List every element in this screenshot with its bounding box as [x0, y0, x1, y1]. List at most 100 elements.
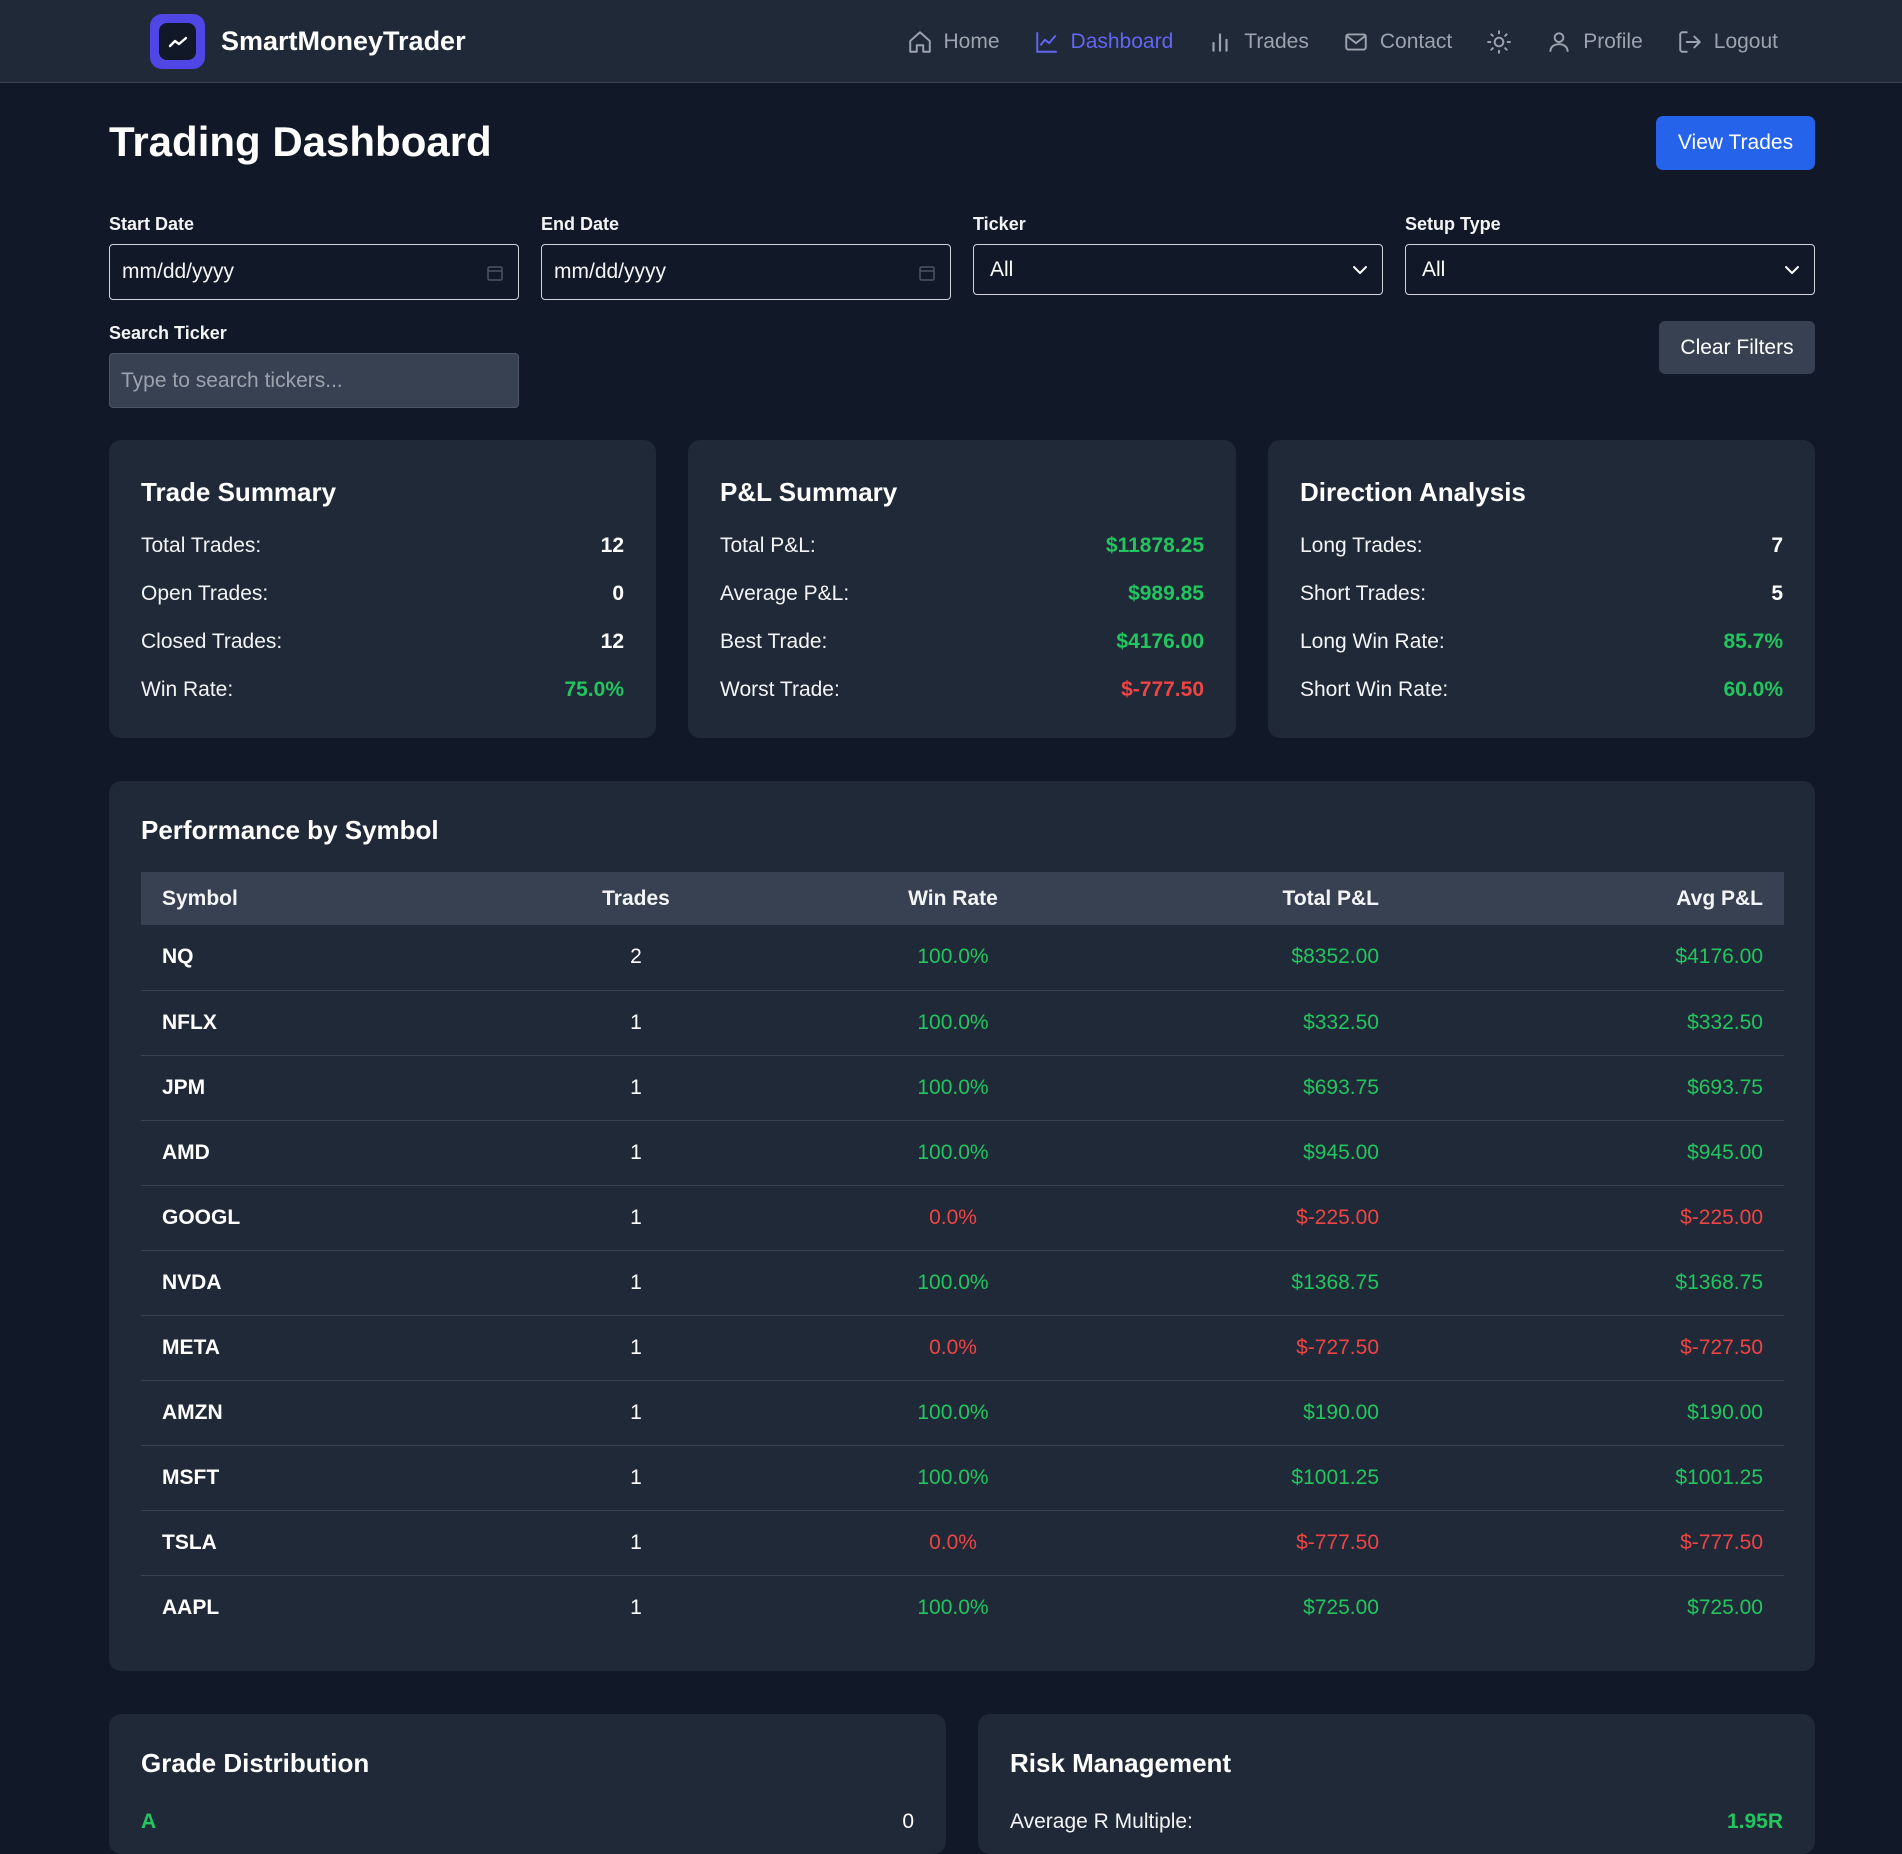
nav-trades-label: Trades	[1244, 29, 1309, 53]
cell-avg-pnl: $190.00	[1379, 1380, 1784, 1446]
nav-logout[interactable]: Logout	[1677, 29, 1778, 55]
nav-dashboard-label: Dashboard	[1070, 29, 1174, 53]
setup-type-select[interactable]: All	[1405, 244, 1815, 295]
stat-value: 5	[1771, 582, 1783, 605]
calendar-icon[interactable]	[486, 264, 504, 282]
stat-label: Average P&L:	[720, 582, 850, 605]
nav-logout-label: Logout	[1713, 29, 1778, 53]
table-row: AMZN 1 100.0% $190.00 $190.00	[141, 1380, 1784, 1446]
cell-symbol: GOOGL	[141, 1185, 571, 1251]
column-header-total-pnl: Total P&L	[1205, 872, 1379, 925]
direction-analysis-card: Direction Analysis Long Trades: 7 Short …	[1268, 440, 1815, 738]
stat-label: Total P&L:	[720, 534, 816, 557]
ticker-label: Ticker	[973, 214, 1026, 234]
cell-symbol: TSLA	[141, 1510, 571, 1576]
view-trades-button[interactable]: View Trades	[1656, 116, 1815, 170]
cell-trades: 1	[571, 1055, 701, 1121]
stat-worst-trade: Worst Trade: $-777.50	[720, 678, 1204, 702]
table-row: META 1 0.0% $-727.50 $-727.50	[141, 1315, 1784, 1381]
stat-label: Win Rate:	[141, 678, 234, 701]
card-title: Trade Summary	[141, 477, 337, 507]
column-header-trades: Trades	[571, 872, 701, 925]
cell-symbol: NFLX	[141, 990, 571, 1056]
column-header-avg-pnl: Avg P&L	[1379, 872, 1784, 925]
stat-open-trades: Open Trades: 0	[141, 582, 624, 606]
table-row: MSFT 1 100.0% $1001.25 $1001.25	[141, 1445, 1784, 1511]
table-row: AAPL 1 100.0% $725.00 $725.00	[141, 1575, 1784, 1640]
brand-logo	[150, 14, 205, 69]
cell-win-rate: 0.0%	[701, 1315, 1205, 1381]
search-ticker-label: Search Ticker	[109, 323, 227, 343]
cell-symbol: NVDA	[141, 1250, 571, 1316]
table-row: AMD 1 100.0% $945.00 $945.00	[141, 1120, 1784, 1186]
stat-short-trades: Short Trades: 5	[1300, 582, 1783, 606]
start-date-value: mm/dd/yyyy	[122, 260, 235, 283]
brand[interactable]: SmartMoneyTrader	[150, 14, 466, 69]
end-date-input[interactable]: mm/dd/yyyy	[541, 244, 951, 300]
cell-trades: 1	[571, 1510, 701, 1576]
theme-toggle[interactable]	[1486, 29, 1512, 55]
calendar-icon[interactable]	[918, 264, 936, 282]
cell-avg-pnl: $725.00	[1687, 1595, 1763, 1619]
cell-trades: 1	[630, 1595, 642, 1619]
setup-type-select-value: All	[1422, 257, 1446, 281]
stat-label: A	[141, 1810, 157, 1833]
nav-dashboard[interactable]: Dashboard	[1034, 29, 1174, 55]
table-row: NFLX 1 100.0% $332.50 $332.50	[141, 990, 1784, 1056]
nav-home[interactable]: Home	[907, 29, 1000, 55]
search-ticker-input[interactable]: Type to search tickers...	[109, 353, 519, 408]
cell-symbol: AMZN	[141, 1380, 571, 1446]
cell-trades: 2	[571, 925, 701, 991]
clear-filters-button[interactable]: Clear Filters	[1659, 321, 1815, 374]
table-row: JPM 1 100.0% $693.75 $693.75	[141, 1055, 1784, 1121]
cell-total-pnl: $190.00	[1205, 1380, 1379, 1446]
stat-value: $989.85	[1128, 582, 1204, 605]
stat-value: $-777.50	[1121, 678, 1204, 701]
stat-label: Closed Trades:	[141, 630, 283, 653]
start-date-label: Start Date	[109, 214, 195, 234]
stat-label: Best Trade:	[720, 630, 828, 653]
nav-profile-label: Profile	[1583, 29, 1643, 53]
table-row: NQ 2 100.0% $8352.00 $4176.00	[141, 925, 1784, 991]
ticker-select[interactable]: All	[973, 244, 1383, 295]
cell-avg-pnl: $332.50	[1379, 990, 1784, 1056]
page-title: Trading Dashboard	[109, 118, 492, 165]
cell-total-pnl: $332.50	[1205, 990, 1379, 1056]
table-row: GOOGL 1 0.0% $-225.00 $-225.00	[141, 1185, 1784, 1251]
top-navbar: SmartMoneyTrader Home Dashboard Trades C…	[0, 0, 1902, 83]
card-title: Risk Management	[1010, 1748, 1232, 1778]
table-row: TSLA 1 0.0% $-777.50 $-777.50	[141, 1510, 1784, 1576]
cell-symbol: MSFT	[141, 1445, 571, 1511]
search-ticker-placeholder: Type to search tickers...	[121, 368, 343, 392]
stat-label: Total Trades:	[141, 534, 262, 557]
nav-trades[interactable]: Trades	[1207, 29, 1309, 55]
cell-win-rate: 100.0%	[701, 1250, 1205, 1316]
nav-contact[interactable]: Contact	[1343, 29, 1452, 55]
stat-value: 12	[600, 630, 624, 653]
chart-line-icon	[1035, 31, 1057, 53]
cell-total-pnl: $-225.00	[1205, 1185, 1379, 1251]
start-date-input[interactable]: mm/dd/yyyy	[109, 244, 519, 300]
table-body: NQ 2 100.0% $8352.00 $4176.00 NFLX 1 100.0% $332…	[141, 925, 1784, 1640]
chevron-down-icon	[1353, 266, 1367, 274]
logout-icon	[1679, 30, 1701, 53]
cell-win-rate: 100.0%	[701, 990, 1205, 1056]
stat-value: 1.95R	[1726, 1810, 1783, 1833]
setup-type-label: Setup Type	[1405, 214, 1501, 234]
stat-value: 0	[612, 582, 624, 605]
cell-symbol: META	[141, 1315, 571, 1381]
pnl-summary-card: P&L Summary Total P&L: $11878.25 Average…	[688, 440, 1236, 738]
brand-name: SmartMoneyTrader	[221, 26, 466, 56]
nav-profile[interactable]: Profile	[1546, 29, 1643, 55]
main-nav: Home Dashboard Trades Contact Profile Lo…	[907, 0, 1778, 83]
trade-summary-card: Trade Summary Total Trades: 12 Open Trad…	[109, 440, 656, 738]
cell-win-rate: 100.0%	[701, 1380, 1205, 1446]
stat-value: 85.7%	[1723, 630, 1783, 653]
stat-label: Short Trades:	[1300, 582, 1427, 605]
stat-label: Long Trades:	[1300, 534, 1423, 557]
cell-symbol: AAPL	[162, 1595, 220, 1619]
stat-total-pnl: Total P&L: $11878.25	[720, 534, 1204, 558]
cell-avg-pnl: $693.75	[1379, 1055, 1784, 1121]
nav-home-label: Home	[943, 29, 1000, 53]
cell-trades: 1	[571, 1120, 701, 1186]
